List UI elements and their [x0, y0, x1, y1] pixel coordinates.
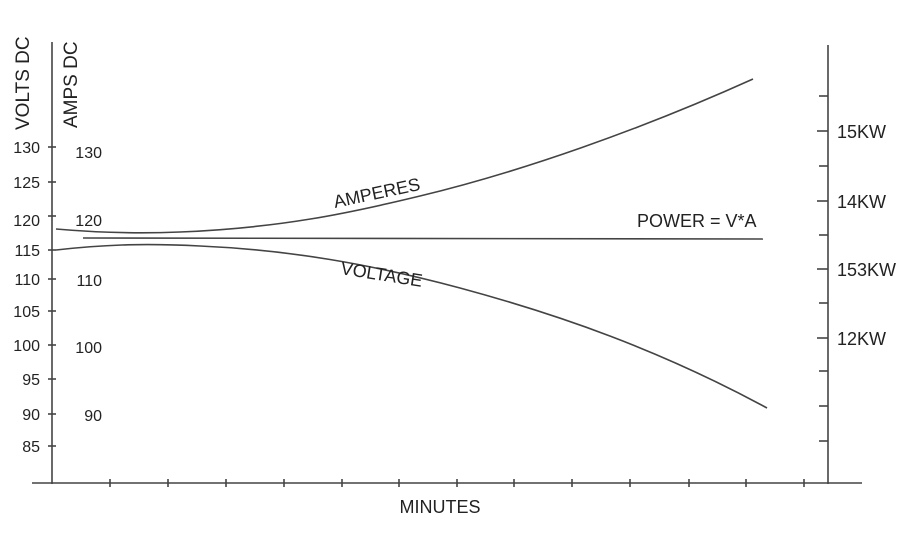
- amps-tick-labels: 130 120 110 100 90: [75, 145, 102, 425]
- amps-tick: 130: [75, 145, 102, 162]
- x-axis: [32, 479, 862, 487]
- left-axis: [48, 42, 56, 484]
- amperes-curve: [55, 78, 754, 234]
- power-tick: 153KW: [837, 260, 896, 280]
- volts-tick-labels: 130 125 120 115 110 105 100 95 90 85: [13, 140, 40, 456]
- volts-tick: 100: [13, 338, 40, 355]
- power-tick: 15KW: [837, 122, 886, 142]
- voltage-curve: [55, 243, 768, 409]
- power-tick: 14KW: [837, 192, 886, 212]
- volts-tick: 90: [22, 407, 40, 424]
- amps-tick: 120: [75, 213, 102, 230]
- amps-axis-title: AMPS DC: [61, 41, 82, 128]
- volts-tick: 115: [14, 243, 40, 260]
- voltage-label: VOLTAGE: [339, 258, 423, 291]
- volts-tick: 105: [13, 304, 40, 321]
- volts-tick: 130: [13, 140, 40, 157]
- volts-tick: 110: [14, 272, 40, 289]
- power-label: POWER = V*A: [637, 211, 757, 231]
- right-axis: [817, 45, 829, 484]
- power-line: [82, 237, 764, 240]
- volts-tick: 95: [22, 372, 40, 389]
- volts-axis-title: VOLTS DC: [13, 36, 34, 130]
- amps-tick: 100: [75, 340, 102, 357]
- series: [55, 78, 768, 409]
- x-axis-title: MINUTES: [400, 497, 481, 517]
- volts-tick: 120: [13, 213, 40, 230]
- volts-tick: 85: [22, 439, 40, 456]
- volts-tick: 125: [13, 175, 40, 192]
- power-tick-labels: 15KW 14KW 153KW 12KW: [837, 122, 896, 349]
- power-tick: 12KW: [837, 329, 886, 349]
- amps-tick: 110: [76, 273, 102, 290]
- amps-tick: 90: [84, 408, 102, 425]
